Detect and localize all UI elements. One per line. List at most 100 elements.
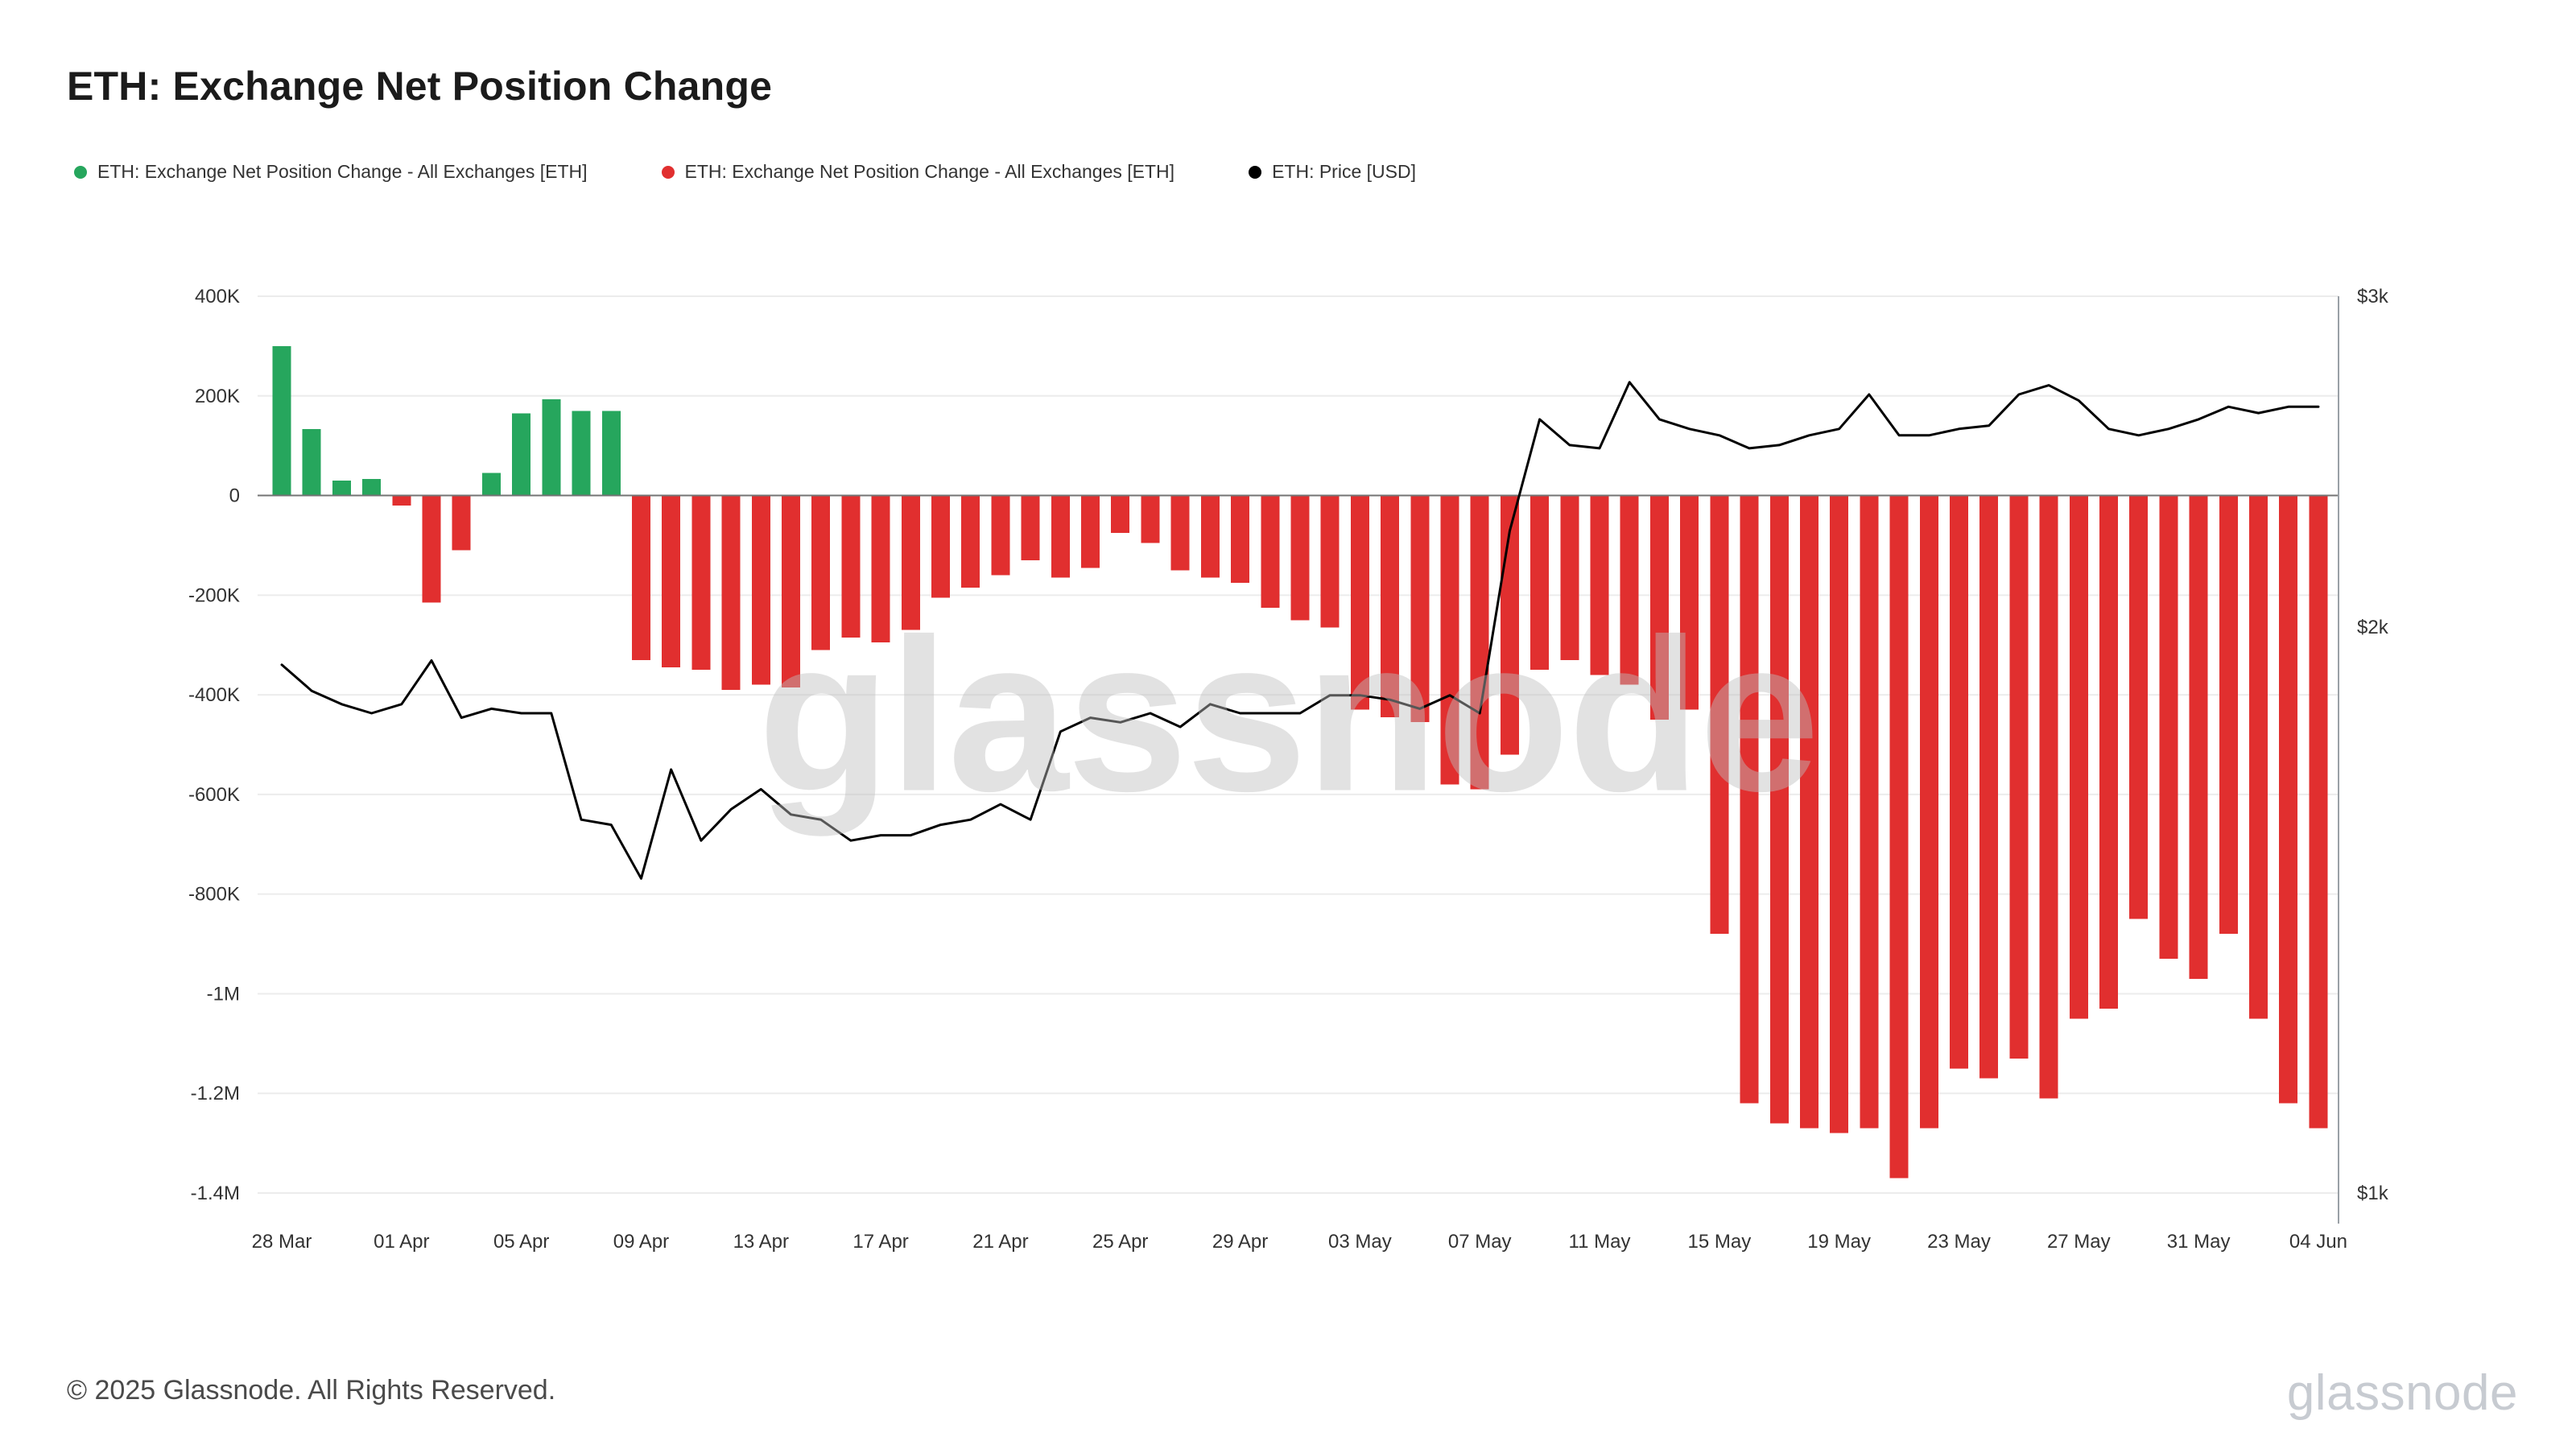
y-axis-label: 0 (229, 485, 240, 507)
grid-lines (258, 295, 2339, 1194)
net-position-bars (272, 345, 2328, 1179)
bar (1261, 495, 1280, 608)
bar (272, 345, 291, 496)
bar (392, 495, 411, 506)
x-axis-label: 01 Apr (374, 1231, 429, 1253)
bar (1620, 495, 1639, 685)
legend-dot-green-icon (74, 165, 87, 179)
page-title: ETH: Exchange Net Position Change (67, 64, 773, 109)
bar (302, 429, 321, 496)
bar (1740, 495, 1759, 1104)
y-axis-label: -400K (188, 684, 240, 706)
y-axis-label: -1.4M (191, 1183, 240, 1204)
bar (1231, 495, 1250, 583)
x-axis-label: 13 Apr (733, 1231, 789, 1253)
y-axis-label: -1M (207, 983, 240, 1005)
glassnode-logo: glassnode (2286, 1365, 2518, 1421)
bar (1649, 495, 1669, 720)
bar (1170, 495, 1190, 571)
bar (1021, 495, 1040, 561)
legend-dot-black-icon (1249, 165, 1262, 179)
footer-copyright: © 2025 Glassnode. All Rights Reserved. (67, 1375, 556, 1406)
bar (572, 411, 591, 496)
bar (452, 495, 471, 551)
y-axis-label: 400K (195, 286, 240, 308)
legend-item-net-position-outflow[interactable]: ETH: Exchange Net Position Change - All … (661, 161, 1175, 183)
bar (721, 495, 741, 690)
legend-item-net-position-inflow[interactable]: ETH: Exchange Net Position Change - All … (74, 161, 588, 183)
bar (2069, 495, 2088, 1019)
bar (1200, 495, 1220, 578)
bar (1889, 495, 1909, 1179)
x-axis-label: 07 May (1448, 1231, 1512, 1253)
bar (691, 495, 711, 671)
bar (2219, 495, 2238, 935)
bar (1830, 495, 1849, 1133)
bar (781, 495, 800, 687)
x-axis-label: 03 May (1328, 1231, 1392, 1253)
bar (1051, 495, 1070, 578)
bar (1680, 495, 1699, 710)
bar (1141, 495, 1160, 543)
bar (362, 479, 382, 496)
bar (1560, 495, 1579, 660)
x-axis-label: 15 May (1687, 1231, 1751, 1253)
y-axis-label: -200K (188, 584, 240, 606)
bar (1949, 495, 1968, 1069)
bar (1470, 495, 1489, 790)
bar (332, 480, 351, 496)
x-axis-label: 23 May (1927, 1231, 1991, 1253)
bar (2129, 495, 2149, 919)
legend-item-price[interactable]: ETH: Price [USD] (1249, 161, 1416, 183)
x-axis-label: 28 Mar (252, 1231, 312, 1253)
bar (1350, 495, 1369, 710)
bar (1410, 495, 1430, 723)
bar (991, 495, 1010, 576)
x-axis-label: 19 May (1807, 1231, 1871, 1253)
bar (811, 495, 831, 650)
legend: ETH: Exchange Net Position Change - All … (74, 161, 1416, 183)
bar (512, 413, 531, 496)
bar (2159, 495, 2178, 960)
x-axis-label: 27 May (2047, 1231, 2111, 1253)
bar (1799, 495, 1818, 1129)
y-axis-label: -1.2M (191, 1083, 240, 1104)
bar (1710, 495, 1729, 935)
x-axis-label: 17 Apr (852, 1231, 908, 1253)
x-axis-label: 29 Apr (1212, 1231, 1268, 1253)
bar (1530, 495, 1550, 671)
bar (841, 495, 861, 638)
price-line (280, 381, 2320, 880)
x-axis-label: 25 Apr (1092, 1231, 1148, 1253)
bar (1769, 495, 1789, 1124)
bar (1860, 495, 1879, 1129)
bar (542, 399, 561, 496)
bar (961, 495, 980, 588)
bar (601, 411, 621, 496)
legend-label-price: ETH: Price [USD] (1272, 161, 1416, 182)
legend-label-net-position-outflow: ETH: Exchange Net Position Change - All … (684, 161, 1175, 182)
bar (1381, 495, 1400, 717)
bar (2039, 495, 2058, 1099)
bar (931, 495, 951, 598)
bar (1979, 495, 1999, 1079)
bar (751, 495, 770, 685)
bar (2009, 495, 2029, 1059)
y-axis-label: -800K (188, 884, 240, 906)
price-axis-label: $1k (2357, 1183, 2389, 1204)
legend-dot-red-icon (661, 165, 675, 179)
bar (1111, 495, 1130, 533)
bar (1320, 495, 1340, 628)
bar (871, 495, 890, 643)
x-axis-label: 21 Apr (972, 1231, 1028, 1253)
price-axis-label: $2k (2357, 617, 2389, 638)
x-axis-label: 11 May (1569, 1231, 1631, 1253)
x-axis-label: 09 Apr (613, 1231, 669, 1253)
right-axis-labels: $3k $2k $1k (2357, 286, 2389, 1204)
left-axis-labels: 400K 200K 0 -200K -400K -600K -800K -1M -1.2M -1.… (188, 286, 240, 1204)
bar (481, 473, 501, 496)
price-axis-label: $3k (2357, 286, 2389, 308)
legend-label-net-position-inflow: ETH: Exchange Net Position Change - All … (97, 161, 588, 182)
bar (1440, 495, 1459, 785)
